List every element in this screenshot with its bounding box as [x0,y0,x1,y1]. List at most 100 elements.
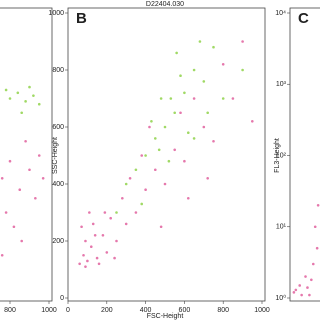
y-tick-label: 400 [52,181,64,188]
point [12,225,16,229]
point [144,154,147,157]
point [183,91,186,95]
point [198,40,202,43]
point [300,293,303,297]
point [173,148,176,152]
point [179,111,182,115]
point [212,139,215,143]
point [175,51,178,55]
panel-label: C [298,10,309,27]
point [134,211,138,214]
point [140,202,144,206]
point [304,275,307,278]
point [84,239,87,243]
point [308,293,311,297]
point [115,211,118,214]
point [186,131,190,134]
point [192,97,196,100]
point [306,286,309,289]
point [16,91,20,95]
point [221,97,225,100]
point [28,168,31,172]
x-tick-label: 800 [4,307,16,314]
point [192,68,196,72]
point [103,211,107,214]
point [93,234,97,237]
point [20,111,24,115]
chart-title: D22404.030 [146,1,184,8]
point [115,239,118,243]
point [163,182,167,186]
point [298,284,302,287]
point [221,63,225,66]
point [154,168,157,172]
point [179,74,182,77]
point [183,159,186,163]
plot-frame [289,7,320,302]
point [163,125,167,129]
point [310,278,313,282]
point [34,196,37,200]
y-tick-label: 200 [52,238,64,245]
y-tick-label: 10⁴ [275,10,286,17]
point [32,94,35,97]
y-tick-label: 0 [60,295,64,302]
x-tick-label: 800 [217,307,229,314]
point [88,211,91,214]
point [206,111,209,115]
point [202,80,206,83]
point [101,234,105,237]
point [241,68,244,72]
x-tick-label: 200 [101,307,113,314]
point [0,177,4,180]
point [167,159,171,163]
point [311,262,315,266]
point [109,216,112,220]
point [84,265,87,268]
point [24,100,27,103]
y-tick-label: 600 [52,124,64,131]
point [82,253,85,257]
point [186,196,190,200]
point [4,88,8,92]
point [113,256,116,260]
point [37,154,41,157]
point [202,125,206,129]
point [206,177,209,180]
point [192,137,196,140]
y-tick-label: 800 [52,67,64,74]
point [20,239,24,243]
x-tick-label: 1000 [41,307,57,314]
point [159,225,163,229]
y-tick-label: 10³ [276,81,287,88]
plot-frame [0,7,53,302]
panel-label: B [76,10,87,27]
point [294,288,298,292]
point [105,251,109,254]
y-axis-label: SSC-Height [52,137,59,174]
x-tick-label: 600 [179,307,191,314]
point [28,85,31,89]
point [97,262,101,266]
point [18,188,22,191]
point [292,291,296,294]
point [8,159,12,163]
point [78,262,81,266]
y-tick-label: 1000 [48,10,64,17]
point [315,246,319,250]
point [4,211,8,214]
x-tick-label: 0 [66,307,70,314]
point [150,120,153,123]
x-axis-label: FSC-Height [147,313,184,320]
point [24,139,27,143]
point [91,222,95,226]
point [121,196,124,200]
point [157,148,161,152]
y-tick-label: 10² [276,152,287,159]
point [140,154,144,157]
point [86,259,89,263]
point [80,225,83,229]
x-tick-label: 1000 [254,307,270,314]
plot-frame [67,7,266,302]
